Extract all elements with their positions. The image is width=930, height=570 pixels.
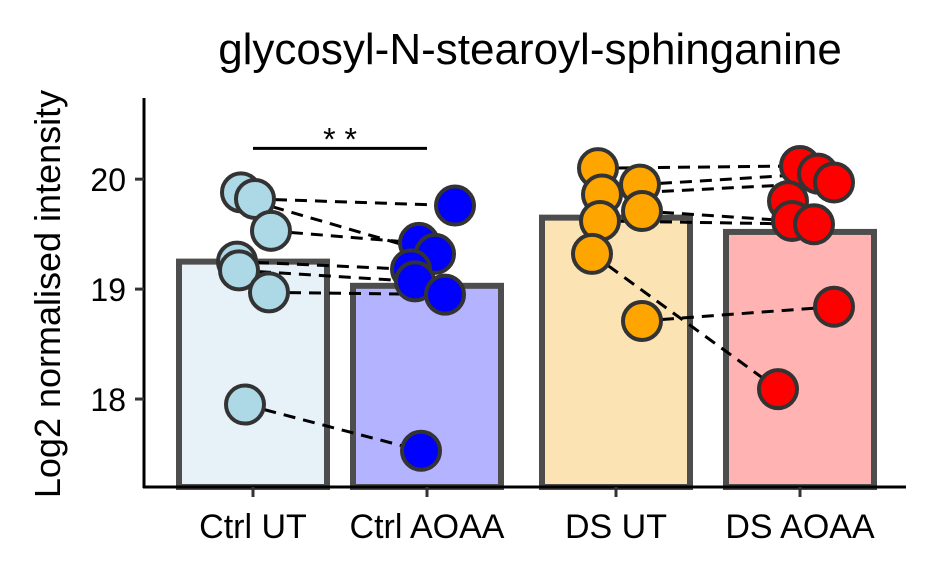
data-point [218, 249, 260, 292]
y-axis-label: Log2 normalised intensity [27, 90, 68, 498]
data-point [400, 429, 442, 472]
chart-title: glycosyl-N-stearoyl-sphinganine [218, 25, 842, 74]
paired-line [597, 164, 801, 170]
y-ticks: 18 19 20 [90, 162, 144, 418]
paired-line [244, 403, 422, 453]
data-point [813, 161, 855, 204]
paired-line [254, 197, 456, 208]
data-point [813, 285, 855, 328]
data-point [571, 232, 613, 275]
data-point [224, 383, 266, 426]
data-point [757, 368, 799, 411]
x-tick-label: Ctrl AOAA [350, 508, 505, 546]
data-point [424, 273, 466, 316]
paired-line [591, 252, 779, 391]
paired-line [270, 229, 420, 245]
y-tick-label: 18 [90, 382, 126, 418]
axes [142, 98, 906, 489]
bars [176, 214, 877, 491]
data-point [621, 299, 663, 342]
x-tick-label: Ctrl UT [199, 508, 307, 546]
paired-line [236, 260, 412, 271]
paired-line [599, 219, 815, 226]
data-point [248, 271, 290, 314]
paired-line [641, 305, 835, 323]
y-tick-label: 19 [90, 272, 126, 308]
significance-annotation: * * [253, 121, 427, 157]
bar-ds-aoaa [723, 228, 877, 490]
significance-label: * * [323, 121, 357, 157]
x-tick-label: DS AOAA [725, 508, 875, 546]
paired-line [641, 209, 793, 223]
data-point [621, 190, 663, 233]
data-points [216, 144, 855, 472]
x-ticks: Ctrl UT Ctrl AOAA DS UT DS AOAA [199, 487, 875, 546]
y-tick-label: 20 [90, 162, 126, 198]
data-point [793, 203, 835, 246]
x-tick-label: DS UT [565, 508, 667, 546]
bar-ds-ut [539, 214, 693, 491]
data-point [250, 209, 292, 252]
paired-line [252, 199, 428, 254]
data-point [434, 184, 476, 227]
